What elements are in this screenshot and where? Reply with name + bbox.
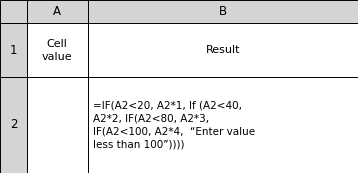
Text: Cell
value: Cell value	[42, 39, 73, 62]
Bar	[88, 0, 358, 23]
Text: Result: Result	[205, 45, 240, 55]
Text: A: A	[53, 5, 61, 18]
Bar	[27, 77, 88, 173]
Bar	[0, 23, 27, 77]
Text: 1: 1	[10, 44, 17, 57]
Bar	[27, 0, 88, 23]
Bar	[27, 23, 88, 77]
Bar	[88, 77, 358, 173]
Bar	[88, 23, 358, 77]
Bar	[0, 77, 27, 173]
Bar	[0, 0, 27, 23]
Text: =IF(A2<20, A2*1, If (A2<40,
A2*2, IF(A2<80, A2*3,
IF(A2<100, A2*4,  “Enter value: =IF(A2<20, A2*1, If (A2<40, A2*2, IF(A2<…	[93, 100, 255, 150]
Text: B: B	[219, 5, 227, 18]
Text: 2: 2	[10, 119, 17, 131]
